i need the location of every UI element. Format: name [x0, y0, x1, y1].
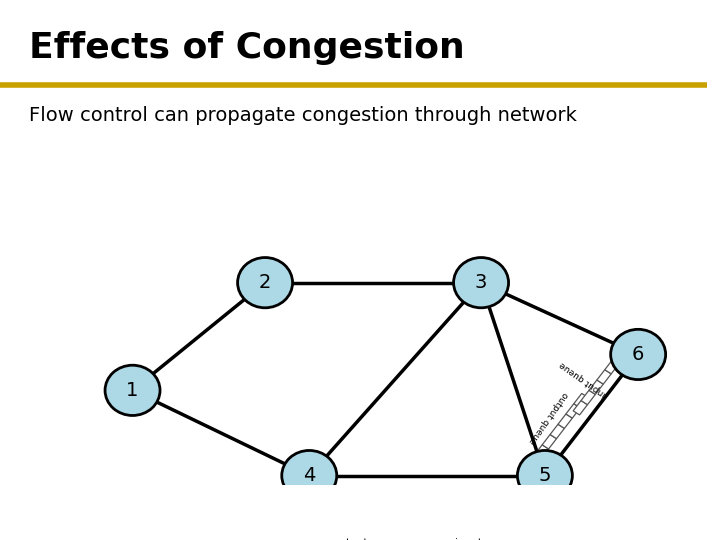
Polygon shape: [597, 370, 611, 384]
Polygon shape: [605, 360, 619, 374]
Circle shape: [611, 329, 666, 380]
Text: 4: 4: [303, 466, 315, 485]
Polygon shape: [486, 521, 499, 529]
Polygon shape: [550, 424, 564, 438]
Polygon shape: [511, 521, 524, 529]
Circle shape: [238, 258, 292, 308]
Polygon shape: [349, 521, 361, 529]
Polygon shape: [413, 521, 426, 529]
Polygon shape: [473, 521, 486, 529]
Text: 3: 3: [475, 273, 487, 292]
Polygon shape: [323, 521, 336, 529]
Polygon shape: [524, 521, 537, 529]
Text: 6: 6: [632, 345, 644, 364]
Circle shape: [454, 258, 508, 308]
Polygon shape: [566, 404, 580, 418]
Circle shape: [282, 450, 337, 501]
Polygon shape: [589, 380, 603, 394]
Text: 5: 5: [539, 466, 551, 485]
Polygon shape: [361, 521, 374, 529]
Polygon shape: [581, 390, 595, 404]
Polygon shape: [574, 394, 588, 408]
Polygon shape: [374, 521, 387, 529]
Text: 1: 1: [126, 381, 139, 400]
Circle shape: [518, 450, 572, 501]
Polygon shape: [558, 414, 572, 428]
Polygon shape: [387, 521, 400, 529]
Polygon shape: [311, 521, 323, 529]
Polygon shape: [400, 521, 413, 529]
Polygon shape: [336, 521, 349, 529]
Circle shape: [105, 365, 160, 415]
Polygon shape: [573, 401, 588, 415]
Text: output queue: output queue: [333, 537, 403, 540]
Polygon shape: [534, 445, 549, 459]
Polygon shape: [448, 521, 461, 529]
Text: input queue: input queue: [558, 360, 608, 399]
Polygon shape: [461, 521, 473, 529]
Text: output queue: output queue: [527, 390, 570, 445]
Text: 2: 2: [259, 273, 271, 292]
Text: Flow control can propagate congestion through network: Flow control can propagate congestion th…: [30, 106, 577, 125]
Polygon shape: [499, 521, 511, 529]
Polygon shape: [542, 435, 557, 449]
Polygon shape: [435, 521, 448, 529]
Text: input queue: input queue: [454, 537, 518, 540]
Text: Effects of Congestion: Effects of Congestion: [30, 31, 465, 65]
